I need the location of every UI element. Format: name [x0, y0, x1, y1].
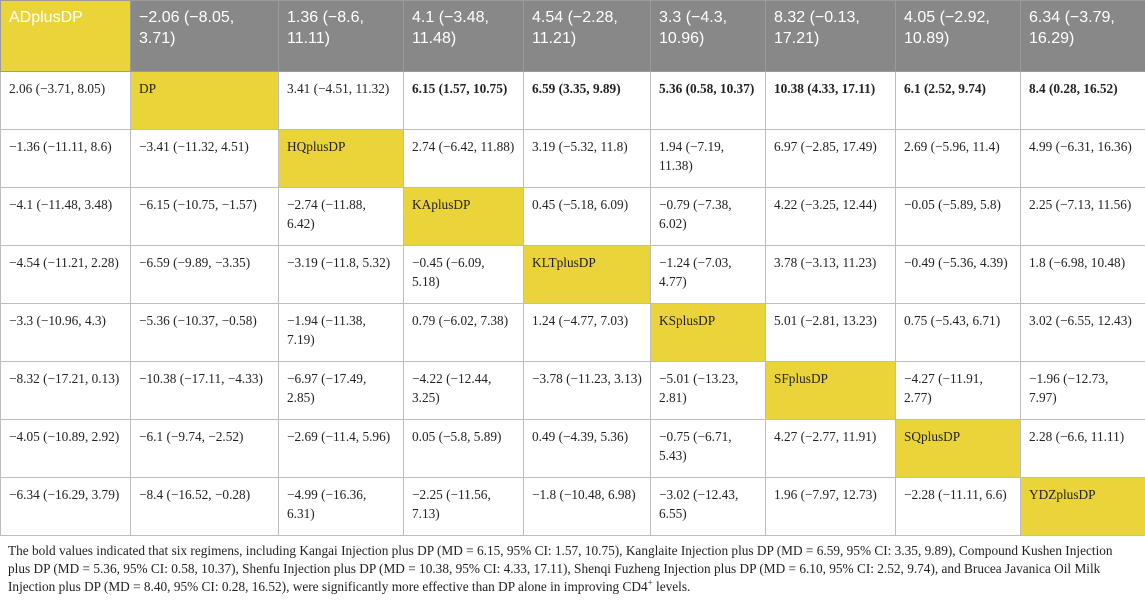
comparison-cell: −3.41 (−11.32, 4.51) — [130, 129, 279, 188]
footnote-superscript: + — [647, 577, 653, 588]
comparison-cell: 0.79 (−6.02, 7.38) — [403, 303, 524, 362]
table-row: −4.05 (−10.89, 2.92) −6.1 (−9.74, −2.52) −… — [0, 419, 1145, 478]
treatment-label-cell: YDZplusDP — [1020, 477, 1145, 536]
comparison-cell: 2.69 (−5.96, 11.4) — [895, 129, 1021, 188]
comparison-cell: 1.8 (−6.98, 10.48) — [1020, 245, 1145, 304]
comparison-cell: 0.75 (−5.43, 6.71) — [895, 303, 1021, 362]
comparison-cell: 4.05 (−2.92, 10.89) — [895, 0, 1021, 72]
comparison-cell: 0.45 (−5.18, 6.09) — [523, 187, 651, 246]
comparison-cell: 6.1 (2.52, 9.74) — [895, 71, 1021, 130]
comparison-cell: −4.05 (−10.89, 2.92) — [0, 419, 131, 478]
treatment-label-cell: SFplusDP — [765, 361, 896, 420]
comparison-cell: −1.36 (−11.11, 8.6) — [0, 129, 131, 188]
comparison-cell: 3.41 (−4.51, 11.32) — [278, 71, 404, 130]
comparison-cell: −6.15 (−10.75, −1.57) — [130, 187, 279, 246]
comparison-cell: −6.1 (−9.74, −2.52) — [130, 419, 279, 478]
comparison-cell: −0.05 (−5.89, 5.8) — [895, 187, 1021, 246]
table-row: −4.1 (−11.48, 3.48) −6.15 (−10.75, −1.57)… — [0, 187, 1145, 246]
comparison-cell: 2.25 (−7.13, 11.56) — [1020, 187, 1145, 246]
comparison-cell: 2.28 (−6.6, 11.11) — [1020, 419, 1145, 478]
comparison-cell: 1.24 (−4.77, 7.03) — [523, 303, 651, 362]
comparison-cell: −6.97 (−17.49, 2.85) — [278, 361, 404, 420]
comparison-cell: 6.34 (−3.79, 16.29) — [1020, 0, 1145, 72]
comparison-cell: −1.96 (−12.73, 7.97) — [1020, 361, 1145, 420]
comparison-cell: −3.78 (−11.23, 3.13) — [523, 361, 651, 420]
footnote-text: The bold values indicated that six regim… — [8, 543, 1113, 594]
comparison-cell: −2.28 (−11.11, 6.6) — [895, 477, 1021, 536]
comparison-cell: 8.32 (−0.13, 17.21) — [765, 0, 896, 72]
treatment-label-cell: DP — [130, 71, 279, 130]
comparison-cell: 1.36 (−8.6, 11.11) — [278, 0, 404, 72]
comparison-cell: 3.19 (−5.32, 11.8) — [523, 129, 651, 188]
treatment-label-cell: KLTplusDP — [523, 245, 651, 304]
table-row: −8.32 (−17.21, 0.13) −10.38 (−17.11, −4.3… — [0, 361, 1145, 420]
table-row: −1.36 (−11.11, 8.6) −3.41 (−11.32, 4.51) H… — [0, 129, 1145, 188]
comparison-cell: −4.1 (−11.48, 3.48) — [0, 187, 131, 246]
comparison-cell: 4.22 (−3.25, 12.44) — [765, 187, 896, 246]
comparison-cell: −4.99 (−16.36, 6.31) — [278, 477, 404, 536]
comparison-cell: −3.3 (−10.96, 4.3) — [0, 303, 131, 362]
comparison-cell: −8.32 (−17.21, 0.13) — [0, 361, 131, 420]
comparison-cell: −8.4 (−16.52, −0.28) — [130, 477, 279, 536]
comparison-cell: 8.4 (0.28, 16.52) — [1020, 71, 1145, 130]
comparison-cell: −2.74 (−11.88, 6.42) — [278, 187, 404, 246]
comparison-cell: 4.1 (−3.48, 11.48) — [403, 0, 524, 72]
comparison-cell: −6.59 (−9.89, −3.35) — [130, 245, 279, 304]
comparison-cell: 1.96 (−7.97, 12.73) — [765, 477, 896, 536]
table-row: 2.06 (−3.71, 8.05) DP 3.41 (−4.51, 11.32) 6… — [0, 71, 1145, 130]
treatment-label-cell: KSplusDP — [650, 303, 766, 362]
league-table: ADplusDP −2.06 (−8.05, 3.71) 1.36 (−8.6, 1… — [0, 0, 1145, 536]
comparison-cell: 4.27 (−2.77, 11.91) — [765, 419, 896, 478]
footnote-tail: levels. — [652, 579, 691, 594]
comparison-cell: 0.05 (−5.8, 5.89) — [403, 419, 524, 478]
comparison-cell: −1.94 (−11.38, 7.19) — [278, 303, 404, 362]
comparison-cell: 2.74 (−6.42, 11.88) — [403, 129, 524, 188]
comparison-cell: 4.99 (−6.31, 16.36) — [1020, 129, 1145, 188]
table-footnote: The bold values indicated that six regim… — [0, 536, 1133, 596]
comparison-cell: −4.27 (−11.91, 2.77) — [895, 361, 1021, 420]
treatment-label-cell: SQplusDP — [895, 419, 1021, 478]
treatment-label-cell: KAplusDP — [403, 187, 524, 246]
comparison-cell: 3.78 (−3.13, 11.23) — [765, 245, 896, 304]
comparison-cell: 10.38 (4.33, 17.11) — [765, 71, 896, 130]
comparison-cell: 3.3 (−4.3, 10.96) — [650, 0, 766, 72]
comparison-cell: −0.79 (−7.38, 6.02) — [650, 187, 766, 246]
comparison-cell: −1.24 (−7.03, 4.77) — [650, 245, 766, 304]
comparison-cell: 1.94 (−7.19, 11.38) — [650, 129, 766, 188]
table-body: ADplusDP −2.06 (−8.05, 3.71) 1.36 (−8.6, 1… — [0, 0, 1145, 536]
comparison-cell: −0.45 (−6.09, 5.18) — [403, 245, 524, 304]
comparison-cell: −4.22 (−12.44, 3.25) — [403, 361, 524, 420]
comparison-cell: −0.75 (−6.71, 5.43) — [650, 419, 766, 478]
comparison-cell: −3.19 (−11.8, 5.32) — [278, 245, 404, 304]
comparison-cell: −5.36 (−10.37, −0.58) — [130, 303, 279, 362]
comparison-cell: −2.25 (−11.56, 7.13) — [403, 477, 524, 536]
comparison-cell: 2.06 (−3.71, 8.05) — [0, 71, 131, 130]
table-row: −3.3 (−10.96, 4.3) −5.36 (−10.37, −0.58) −… — [0, 303, 1145, 362]
comparison-cell: 6.97 (−2.85, 17.49) — [765, 129, 896, 188]
comparison-cell: −4.54 (−11.21, 2.28) — [0, 245, 131, 304]
comparison-cell: 6.59 (3.35, 9.89) — [523, 71, 651, 130]
comparison-cell: 3.02 (−6.55, 12.43) — [1020, 303, 1145, 362]
comparison-cell: −2.06 (−8.05, 3.71) — [130, 0, 279, 72]
comparison-cell: −3.02 (−12.43, 6.55) — [650, 477, 766, 536]
comparison-cell: −0.49 (−5.36, 4.39) — [895, 245, 1021, 304]
comparison-cell: −10.38 (−17.11, −4.33) — [130, 361, 279, 420]
comparison-cell: 4.54 (−2.28, 11.21) — [523, 0, 651, 72]
treatment-label-cell: ADplusDP — [0, 0, 131, 72]
comparison-cell: 0.49 (−4.39, 5.36) — [523, 419, 651, 478]
table-row: −6.34 (−16.29, 3.79) −8.4 (−16.52, −0.28)… — [0, 477, 1145, 536]
table-header-row: ADplusDP −2.06 (−8.05, 3.71) 1.36 (−8.6, 1… — [0, 0, 1145, 72]
comparison-cell: 5.36 (0.58, 10.37) — [650, 71, 766, 130]
comparison-cell: −1.8 (−10.48, 6.98) — [523, 477, 651, 536]
comparison-cell: −5.01 (−13.23, 2.81) — [650, 361, 766, 420]
comparison-cell: 5.01 (−2.81, 13.23) — [765, 303, 896, 362]
comparison-cell: −2.69 (−11.4, 5.96) — [278, 419, 404, 478]
comparison-cell: 6.15 (1.57, 10.75) — [403, 71, 524, 130]
treatment-label-cell: HQplusDP — [278, 129, 404, 188]
comparison-cell: −6.34 (−16.29, 3.79) — [0, 477, 131, 536]
table-row: −4.54 (−11.21, 2.28) −6.59 (−9.89, −3.35)… — [0, 245, 1145, 304]
